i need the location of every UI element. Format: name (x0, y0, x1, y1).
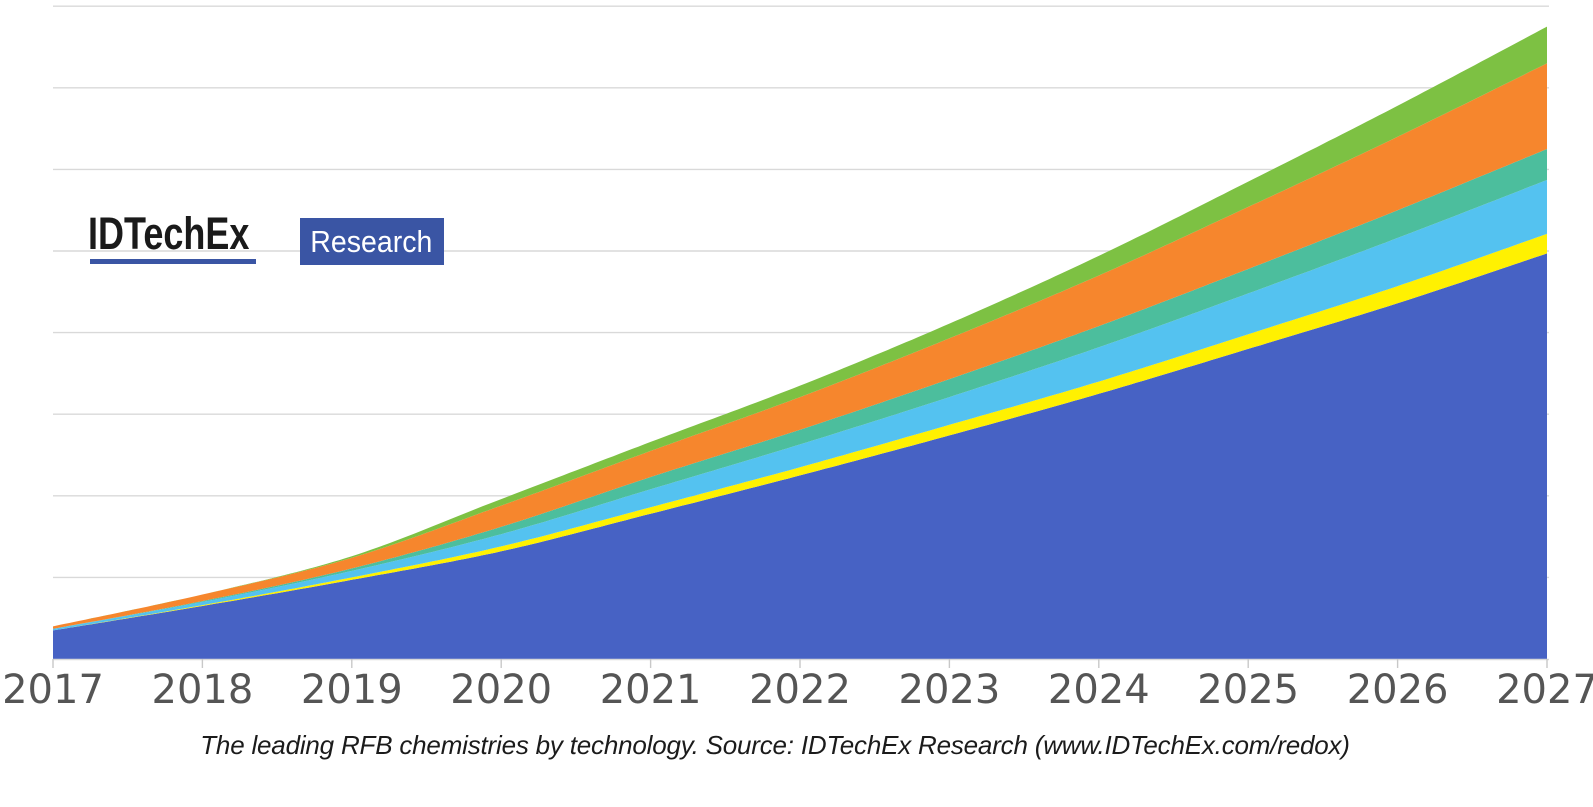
x-axis-label: 2022 (749, 667, 851, 713)
x-axis-label: 2023 (899, 667, 1001, 713)
x-axis-labels: 2017 2018 2019 2020 2021 2022 2023 2024 2025 2026… (2, 667, 1593, 713)
chart-caption: The leading RFB chemistries by technolog… (200, 730, 1350, 760)
x-axis-label: 2018 (152, 667, 254, 713)
x-axis-label: 2025 (1197, 667, 1299, 713)
x-axis-label: 2021 (600, 667, 702, 713)
logo-research-badge: Research (299, 218, 444, 265)
x-axis (52, 658, 1549, 668)
logo-badge-text: Research (310, 223, 433, 259)
x-axis-label: 2017 (2, 667, 104, 713)
logo-brand-text: IDTechEx (88, 208, 250, 259)
logo-underline (90, 259, 256, 264)
x-axis-label: 2020 (450, 667, 552, 713)
x-axis-label: 2026 (1347, 667, 1449, 713)
x-axis-label: 2027 (1496, 667, 1593, 713)
x-axis-label: 2024 (1048, 667, 1150, 713)
idtechex-logo: IDTechEx Research (88, 211, 444, 265)
area-royal-blue-bottom-layer (53, 253, 1547, 659)
x-axis-label: 2019 (301, 667, 403, 713)
logo-brand-wrap: IDTechEx (88, 208, 290, 264)
area-series-group (53, 26, 1547, 659)
